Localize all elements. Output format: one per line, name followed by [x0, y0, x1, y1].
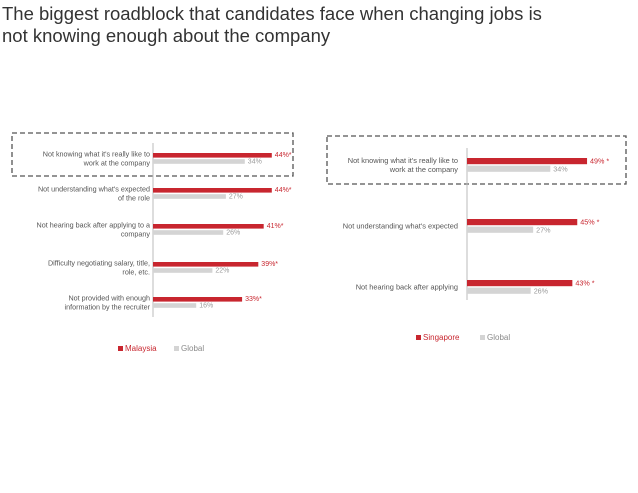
primary-bar	[467, 158, 588, 165]
category-label: Not understanding what's expected	[343, 221, 458, 230]
category-label: Not understanding what's expected	[38, 184, 150, 193]
global-bar	[467, 226, 534, 233]
legend-swatch-primary	[416, 335, 421, 340]
title-line-2: not knowing enough about the company	[2, 25, 331, 46]
category-label: Not knowing what it's really like to	[348, 156, 458, 165]
legend-label: Global	[487, 333, 510, 342]
global-value-label: 22%	[215, 267, 229, 274]
global-value-label: 34%	[553, 164, 568, 173]
global-value-label: 27%	[229, 193, 243, 200]
primary-value-label: 43% *	[575, 279, 594, 288]
primary-bar	[153, 153, 272, 158]
global-value-label: 27%	[536, 225, 551, 234]
category-label: Not hearing back after applying to a	[37, 220, 150, 229]
category-label: Not hearing back after applying	[356, 282, 458, 291]
primary-value-label: 44%*	[275, 152, 292, 159]
global-bar	[467, 165, 551, 172]
global-bar	[153, 159, 245, 164]
page-title: The biggest roadblock that candidates fa…	[2, 3, 632, 47]
primary-value-label: 41%*	[267, 223, 284, 230]
primary-value-label: 33%*	[245, 296, 262, 303]
category-label: Not knowing what it's really like to	[43, 149, 150, 158]
global-bar	[153, 303, 197, 308]
global-bar	[153, 230, 224, 235]
primary-bar	[467, 219, 578, 226]
legend-swatch-primary	[118, 346, 123, 351]
primary-bar	[153, 188, 272, 193]
legend-swatch-global	[174, 346, 179, 351]
title-line-1: The biggest roadblock that candidates fa…	[2, 3, 542, 24]
global-value-label: 16%	[199, 302, 213, 309]
category-label: information by the recruiter	[65, 302, 151, 311]
primary-bar	[467, 280, 573, 287]
primary-bar	[153, 262, 259, 267]
highlight-box	[326, 135, 627, 185]
primary-bar	[153, 224, 264, 229]
category-label: company	[121, 229, 151, 238]
global-bar	[467, 287, 531, 294]
primary-value-label: 49% *	[590, 157, 609, 166]
category-label: Not provided with enough	[68, 293, 150, 302]
category-label: of the role	[118, 193, 150, 202]
singapore-chart: Not knowing what it's really like towork…	[326, 135, 627, 342]
global-value-label: 34%	[248, 158, 262, 165]
legend-label: Singapore	[423, 333, 460, 342]
global-bar	[153, 194, 226, 199]
primary-value-label: 45% *	[580, 218, 599, 227]
category-label: work at the company	[389, 165, 458, 174]
category-label: role, etc.	[122, 267, 150, 276]
global-value-label: 26%	[534, 286, 549, 295]
category-label: Difficulty negotiating salary, title,	[48, 258, 150, 267]
global-bar	[153, 268, 213, 273]
global-value-label: 26%	[226, 229, 240, 236]
legend-label: Malaysia	[125, 344, 157, 353]
legend-label: Global	[181, 344, 204, 353]
category-label: work at the company	[83, 158, 151, 167]
legend-swatch-global	[480, 335, 485, 340]
primary-value-label: 44%*	[275, 187, 292, 194]
malaysia-chart: Not knowing what it's really like towork…	[11, 132, 294, 353]
primary-value-label: 39%*	[261, 261, 278, 268]
primary-bar	[153, 297, 243, 302]
